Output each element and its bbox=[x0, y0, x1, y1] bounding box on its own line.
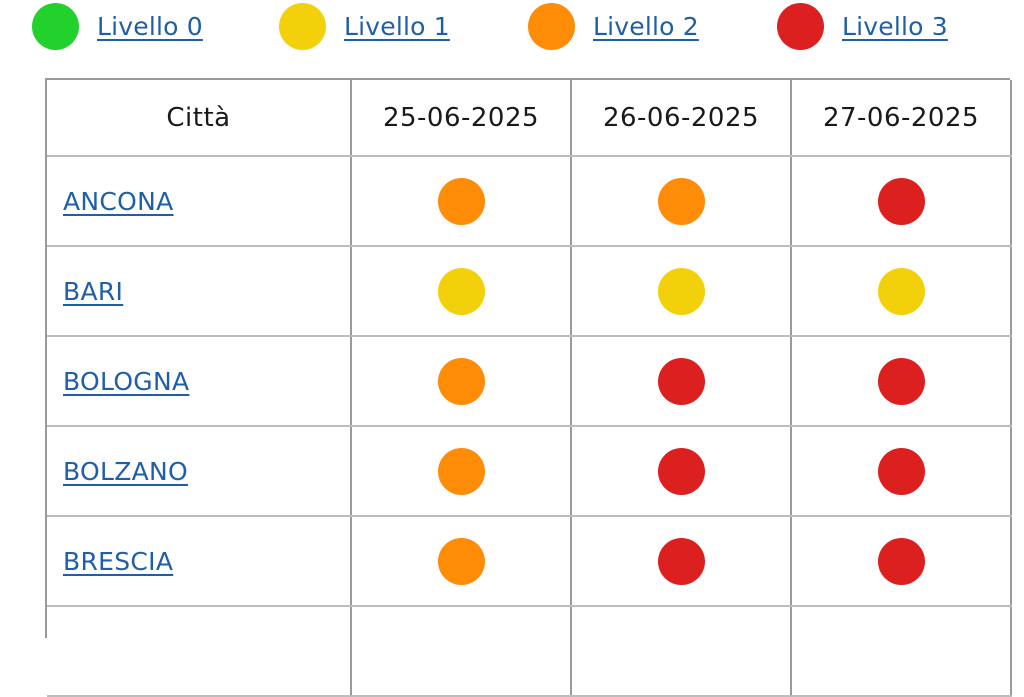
legend-item-livello-0: Livello 0 bbox=[32, 2, 203, 50]
level-cell-date-3 bbox=[792, 157, 1012, 245]
level-3-dot-icon bbox=[877, 537, 925, 585]
empty-cell bbox=[572, 607, 792, 695]
city-cell: BARI bbox=[47, 247, 352, 335]
level-cell-date-2 bbox=[572, 427, 792, 515]
header-date-2: 26-06-2025 bbox=[572, 80, 792, 155]
empty-cell bbox=[47, 607, 352, 695]
city-link-bolzano[interactable]: BOLZANO bbox=[63, 456, 189, 486]
city-link-bologna[interactable]: BOLOGNA bbox=[63, 366, 190, 396]
level-2-dot-icon bbox=[528, 2, 575, 50]
city-cell: BOLOGNA bbox=[47, 337, 352, 425]
level-3-dot-icon bbox=[657, 537, 705, 585]
heat-level-table: Città 25-06-2025 26-06-2025 27-06-2025 A… bbox=[45, 78, 1012, 697]
header-date-3-label: 27-06-2025 bbox=[822, 102, 980, 133]
table-row: BRESCIA bbox=[47, 517, 1012, 607]
level-2-dot-icon bbox=[437, 357, 485, 405]
level-legend: Livello 0 Livello 1 Livello 2 Livello 3 bbox=[0, 0, 1024, 52]
header-date-1-label: 25-06-2025 bbox=[382, 102, 540, 133]
empty-cell bbox=[792, 607, 1012, 695]
level-3-dot-icon bbox=[877, 447, 925, 495]
level-cell-date-3 bbox=[792, 337, 1012, 425]
legend-link-livello-3[interactable]: Livello 3 bbox=[842, 11, 948, 41]
table-row: BOLZANO bbox=[47, 427, 1012, 517]
level-3-dot-icon bbox=[877, 357, 925, 405]
level-1-dot-icon bbox=[657, 267, 705, 315]
header-date-2-label: 26-06-2025 bbox=[602, 102, 760, 133]
level-cell-date-3 bbox=[792, 517, 1012, 605]
level-3-dot-icon bbox=[877, 177, 925, 225]
level-cell-date-1 bbox=[352, 517, 572, 605]
legend-item-livello-3: Livello 3 bbox=[777, 2, 948, 50]
level-3-dot-icon bbox=[657, 447, 705, 495]
level-3-dot-icon bbox=[777, 2, 824, 50]
legend-item-livello-2: Livello 2 bbox=[528, 2, 699, 50]
level-1-dot-icon bbox=[877, 267, 925, 315]
level-cell-date-1 bbox=[352, 427, 572, 515]
level-2-dot-icon bbox=[437, 447, 485, 495]
level-1-dot-icon bbox=[279, 2, 326, 50]
legend-link-livello-1[interactable]: Livello 1 bbox=[344, 11, 450, 41]
level-cell-date-2 bbox=[572, 517, 792, 605]
level-cell-date-1 bbox=[352, 247, 572, 335]
legend-link-livello-2[interactable]: Livello 2 bbox=[593, 11, 699, 41]
city-link-ancona[interactable]: ANCONA bbox=[63, 186, 174, 216]
header-date-3: 27-06-2025 bbox=[792, 80, 1012, 155]
level-cell-date-2 bbox=[572, 247, 792, 335]
city-cell: BOLZANO bbox=[47, 427, 352, 515]
level-cell-date-3 bbox=[792, 247, 1012, 335]
header-city: Città bbox=[47, 80, 352, 155]
city-link-brescia[interactable]: BRESCIA bbox=[63, 546, 174, 576]
table-row: BOLOGNA bbox=[47, 337, 1012, 427]
city-cell: ANCONA bbox=[47, 157, 352, 245]
level-cell-date-3 bbox=[792, 427, 1012, 515]
level-2-dot-icon bbox=[437, 177, 485, 225]
legend-item-livello-1: Livello 1 bbox=[279, 2, 450, 50]
header-date-1: 25-06-2025 bbox=[352, 80, 572, 155]
city-link-bari[interactable]: BARI bbox=[63, 276, 124, 306]
legend-link-livello-0[interactable]: Livello 0 bbox=[97, 11, 203, 41]
level-0-dot-icon bbox=[32, 2, 79, 50]
level-cell-date-2 bbox=[572, 337, 792, 425]
level-3-dot-icon bbox=[657, 357, 705, 405]
empty-cell bbox=[352, 607, 572, 695]
table-row: ANCONA bbox=[47, 157, 1012, 247]
level-cell-date-1 bbox=[352, 337, 572, 425]
city-cell: BRESCIA bbox=[47, 517, 352, 605]
table-row: BARI bbox=[47, 247, 1012, 337]
level-cell-date-1 bbox=[352, 157, 572, 245]
table-row-partial bbox=[47, 607, 1012, 697]
level-2-dot-icon bbox=[437, 537, 485, 585]
level-1-dot-icon bbox=[437, 267, 485, 315]
level-cell-date-2 bbox=[572, 157, 792, 245]
level-2-dot-icon bbox=[657, 177, 705, 225]
table-header-row: Città 25-06-2025 26-06-2025 27-06-2025 bbox=[47, 80, 1012, 157]
header-city-label: Città bbox=[166, 102, 231, 133]
